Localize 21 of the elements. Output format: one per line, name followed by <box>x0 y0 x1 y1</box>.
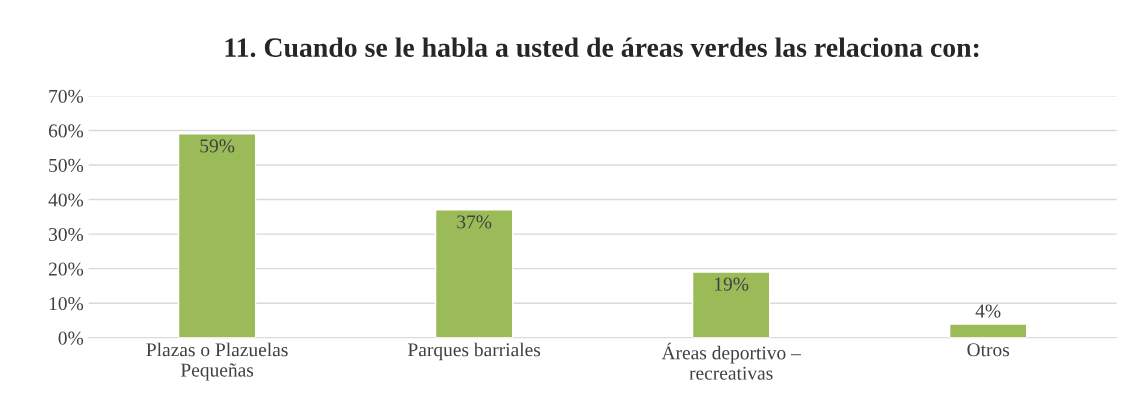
x-tick-label: Áreas deportivo – recreativas <box>661 342 801 380</box>
x-tick-label: Otros <box>967 343 1010 357</box>
bar <box>691 271 771 338</box>
data-label: 4% <box>975 304 1001 318</box>
bar <box>948 323 1028 338</box>
y-tick-label: 0% <box>58 331 84 345</box>
y-tick-label: 70% <box>49 89 84 103</box>
y-tick-label: 30% <box>49 227 84 242</box>
y-tick-label: 40% <box>48 193 84 207</box>
y-tick-label: 10% <box>49 297 84 311</box>
x-tick-label: Plazas o Plazuelas Pequeñas <box>146 342 288 381</box>
data-label: 37% <box>457 215 492 229</box>
y-tick-label: 50% <box>49 158 84 173</box>
bar <box>177 133 257 338</box>
y-tick-label: 60% <box>48 124 84 138</box>
x-tick-label: Parques barriales <box>408 342 541 361</box>
data-label: 59% <box>200 139 235 153</box>
bar <box>434 209 514 338</box>
chart-title: 11. Cuando se le habla a usted de áreas verdes las relaciona con: <box>225 37 979 58</box>
data-label: 19% <box>715 277 749 291</box>
y-tick-label: 20% <box>48 262 84 276</box>
